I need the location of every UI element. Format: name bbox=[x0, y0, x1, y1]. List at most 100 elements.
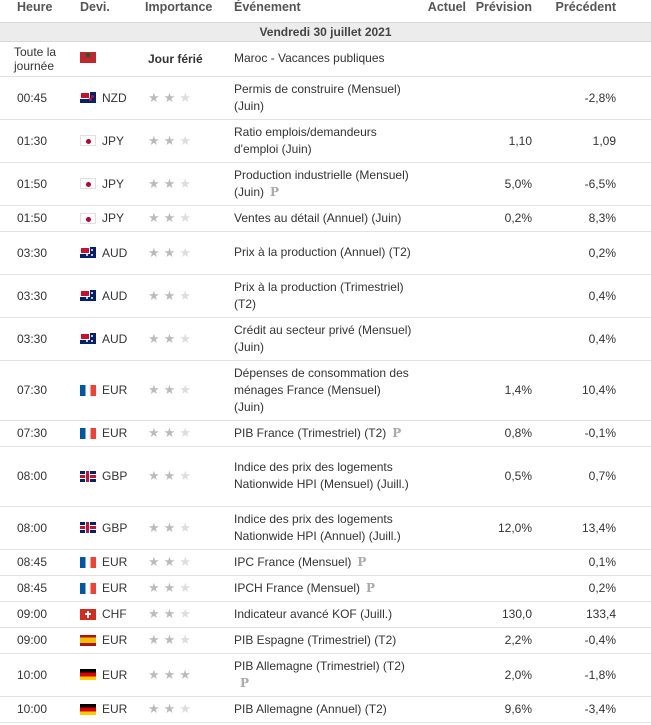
row-event[interactable]: Prix à la production (Annuel) (T2) bbox=[234, 245, 411, 259]
row-event[interactable]: Prix à la production (Trimestriel) (T2) bbox=[234, 279, 404, 311]
table-row[interactable]: 01:30 JPY ★★★ Ratio emplois/demandeurs d'em… bbox=[0, 119, 651, 163]
importance-stars-icon: ★★★ bbox=[148, 632, 195, 647]
row-event-cell[interactable]: Dépenses de consommation des ménages Fra… bbox=[234, 360, 418, 421]
table-row[interactable]: 09:00 CHF ★★★ Indicateur avancé KOF (Juill.… bbox=[0, 601, 651, 628]
row-forecast bbox=[466, 231, 532, 275]
row-currency-cell: GBP bbox=[80, 446, 145, 507]
row-event-cell[interactable]: Indicateur avancé KOF (Juill.) bbox=[234, 601, 418, 628]
row-event[interactable]: Permis de construire (Mensuel) (Juin) bbox=[234, 81, 401, 113]
table-row[interactable]: 01:50 JPY ★★★ Ventes au détail (Annuel) (Ju… bbox=[0, 205, 651, 232]
row-event[interactable]: Indice des prix des logements Nationwide… bbox=[234, 511, 401, 543]
importance-stars-icon: ★★★ bbox=[148, 382, 195, 397]
row-time: 08:45 bbox=[0, 575, 80, 602]
row-event-cell[interactable]: Production industrielle (Mensuel) (Juin)… bbox=[234, 162, 418, 206]
row-currency-cell: JPY bbox=[80, 162, 145, 206]
table-row[interactable]: 01:50 JPY ★★★ Production industrielle (Mens… bbox=[0, 162, 651, 206]
row-currency-cell: EUR bbox=[80, 575, 145, 602]
australia-flag-icon bbox=[80, 247, 96, 258]
row-currency-cell: EUR bbox=[80, 653, 145, 697]
row-actual bbox=[418, 162, 466, 206]
row-event-cell[interactable]: IPCH France (Mensuel) P bbox=[234, 575, 418, 602]
row-time: 08:00 bbox=[0, 446, 80, 507]
importance-stars-icon: ★★★ bbox=[148, 666, 195, 682]
row-event[interactable]: PIB Allemagne (Trimestriel) (T2) bbox=[234, 658, 405, 673]
japan-flag-icon bbox=[80, 178, 96, 189]
row-event[interactable]: IPCH France (Mensuel) bbox=[234, 580, 361, 595]
row-importance: ★★★ bbox=[145, 627, 234, 654]
uk-flag-icon bbox=[80, 470, 96, 482]
row-event-cell[interactable]: Permis de construire (Mensuel) (Juin) bbox=[234, 76, 418, 120]
row-event[interactable]: IPC France (Mensuel) bbox=[234, 554, 352, 569]
importance-stars-icon: ★★★ bbox=[148, 580, 195, 595]
row-time: 07:30 bbox=[0, 360, 80, 421]
importance-stars-icon: ★★★ bbox=[148, 287, 195, 303]
row-time: 08:45 bbox=[0, 549, 80, 576]
row-event-cell[interactable]: PIB France (Trimestriel) (T2) P bbox=[234, 420, 418, 447]
table-row[interactable]: 03:30 AUD ★★★ Prix à la production (Annuel)… bbox=[0, 231, 651, 275]
table-row[interactable]: 10:00 EUR ★★★ PIB Allemagne (Trimestriel) (… bbox=[0, 653, 651, 697]
date-row: Vendredi 30 juillet 2021 bbox=[0, 22, 651, 42]
importance-stars-icon: ★★★ bbox=[148, 468, 195, 483]
header-event[interactable]: Événement bbox=[234, 0, 418, 23]
row-event[interactable]: Dépenses de consommation des ménages Fra… bbox=[234, 365, 409, 414]
row-event-cell[interactable]: Crédit au secteur privé (Mensuel) (Juin) bbox=[234, 317, 418, 361]
australia-flag-icon bbox=[80, 333, 96, 344]
header-time[interactable]: Heure bbox=[0, 0, 80, 23]
table-row[interactable]: 08:00 GBP ★★★ Indice des prix des logements… bbox=[0, 446, 651, 507]
holiday-event[interactable]: Maroc - Vacances publiques bbox=[234, 41, 418, 77]
table-row[interactable]: 10:00 EUR ★★★ PIB Allemagne (Annuel) (T2) 9,… bbox=[0, 696, 651, 723]
table-row[interactable]: 00:45 NZD ★★★ Permis de construire (Mensuel… bbox=[0, 76, 651, 120]
row-event[interactable]: Ventes au détail (Annuel) (Juin) bbox=[234, 210, 402, 225]
row-event-cell[interactable]: PIB Allemagne (Annuel) (T2) bbox=[234, 696, 418, 723]
row-event[interactable]: PIB Allemagne (Annuel) (T2) bbox=[234, 701, 387, 716]
row-actual bbox=[418, 549, 466, 576]
table-row[interactable]: 08:45 EUR ★★★ IPCH France (Mensuel) P 0,2% bbox=[0, 575, 651, 602]
row-currency: AUD bbox=[102, 331, 128, 346]
row-event-cell[interactable]: PIB Allemagne (Trimestriel) (T2) P bbox=[234, 653, 418, 697]
row-event-cell[interactable]: Indice des prix des logements Nationwide… bbox=[234, 506, 418, 550]
row-actual bbox=[418, 627, 466, 654]
row-event-cell[interactable]: Prix à la production (Trimestriel) (T2) bbox=[234, 274, 418, 318]
row-currency: GBP bbox=[102, 469, 128, 483]
table-row[interactable]: 07:30 EUR ★★★ PIB France (Trimestriel) (T2)… bbox=[0, 420, 651, 447]
row-forecast bbox=[466, 549, 532, 576]
row-currency-cell: GBP bbox=[80, 506, 145, 550]
table-row[interactable]: 08:00 GBP ★★★ Indice des prix des logements… bbox=[0, 506, 651, 550]
header-previous[interactable]: Précédent bbox=[532, 0, 651, 23]
row-event[interactable]: PIB Espagne (Trimestriel) (T2) bbox=[234, 632, 397, 647]
row-actual bbox=[418, 575, 466, 602]
row-event[interactable]: Production industrielle (Mensuel) (Juin) bbox=[234, 167, 409, 199]
row-event[interactable]: Crédit au secteur privé (Mensuel) (Juin) bbox=[234, 322, 412, 354]
table-row[interactable]: 03:30 AUD ★★★ Prix à la production (Trimest… bbox=[0, 274, 651, 318]
header-forecast[interactable]: Prévision bbox=[466, 0, 532, 23]
row-event[interactable]: Indice des prix des logements Nationwide… bbox=[234, 460, 409, 491]
row-forecast: 0,2% bbox=[466, 205, 532, 232]
row-forecast: 130,0 bbox=[466, 601, 532, 628]
table-row[interactable]: 08:45 EUR ★★★ IPC France (Mensuel) P 0,1% bbox=[0, 549, 651, 576]
row-event[interactable]: PIB France (Trimestriel) (T2) bbox=[234, 425, 387, 440]
table-row[interactable]: 09:00 EUR ★★★ PIB Espagne (Trimestriel) (T2… bbox=[0, 627, 651, 654]
row-forecast: 1,10 bbox=[466, 119, 532, 163]
header-currency[interactable]: Devi. bbox=[80, 0, 145, 23]
header-actual[interactable]: Actuel bbox=[418, 0, 466, 23]
row-event-cell[interactable]: Indice des prix des logements Nationwide… bbox=[234, 446, 418, 507]
row-currency-cell: JPY bbox=[80, 205, 145, 232]
row-currency: JPY bbox=[102, 176, 125, 191]
row-currency-cell: JPY bbox=[80, 119, 145, 163]
holiday-forecast bbox=[466, 41, 532, 77]
row-event-cell[interactable]: Prix à la production (Annuel) (T2) bbox=[234, 231, 418, 275]
row-event-cell[interactable]: Ventes au détail (Annuel) (Juin) bbox=[234, 205, 418, 232]
row-event-cell[interactable]: IPC France (Mensuel) P bbox=[234, 549, 418, 576]
table-row[interactable]: 07:30 EUR ★★★ Dépenses de consommation des … bbox=[0, 360, 651, 421]
row-event[interactable]: Ratio emplois/demandeurs d'emploi (Juin) bbox=[234, 124, 377, 156]
header-importance[interactable]: Importance bbox=[145, 0, 234, 23]
holiday-label: Jour férié bbox=[145, 41, 234, 77]
row-event-cell[interactable]: Ratio emplois/demandeurs d'emploi (Juin) bbox=[234, 119, 418, 163]
row-event[interactable]: Indicateur avancé KOF (Juill.) bbox=[234, 606, 393, 621]
row-time: 08:00 bbox=[0, 506, 80, 550]
row-currency: CHF bbox=[102, 607, 127, 621]
row-event-cell[interactable]: PIB Espagne (Trimestriel) (T2) bbox=[234, 627, 418, 654]
table-row[interactable]: 03:30 AUD ★★★ Crédit au secteur privé (Mens… bbox=[0, 317, 651, 361]
row-previous: -3,4% bbox=[532, 696, 651, 723]
holiday-row[interactable]: Toute la journée Jour férié Maroc - Vaca… bbox=[0, 41, 651, 77]
